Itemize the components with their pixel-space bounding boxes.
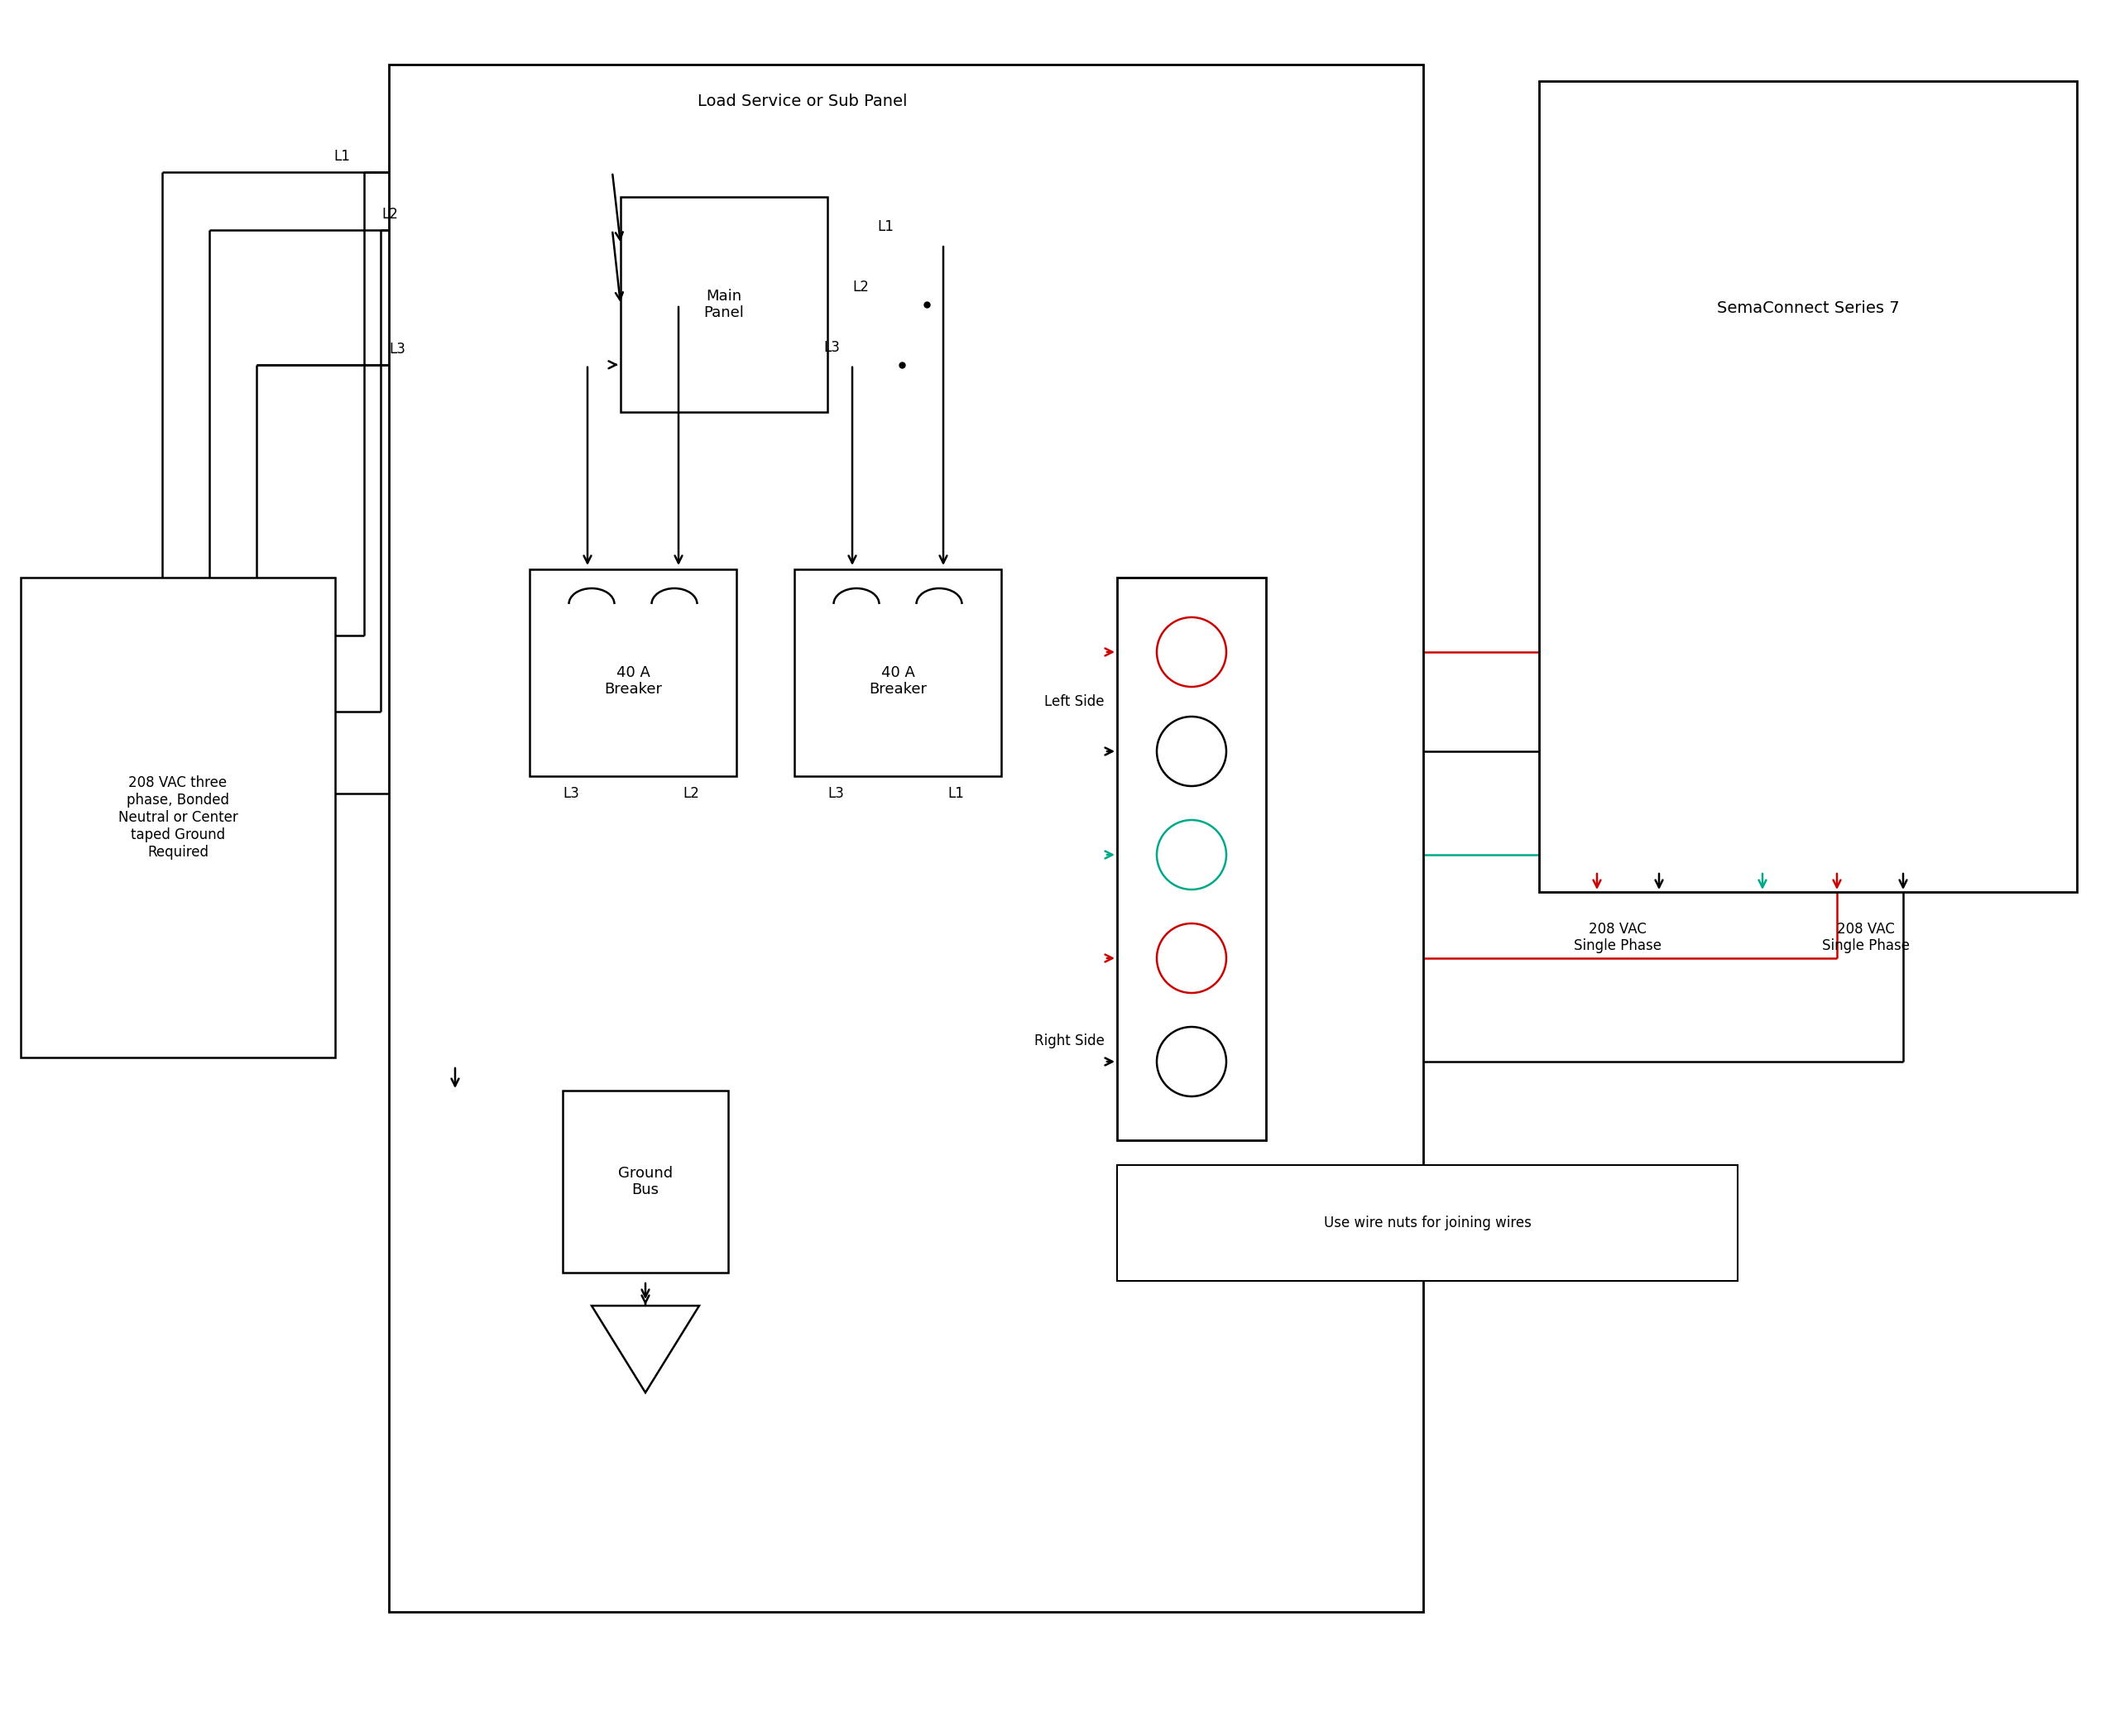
Text: L1: L1	[333, 149, 350, 163]
Text: L3: L3	[823, 340, 840, 354]
Bar	[620, 196, 827, 411]
Text: L2: L2	[382, 207, 399, 222]
Text: 40 A
Breaker: 40 A Breaker	[869, 665, 926, 698]
Text: L3: L3	[827, 786, 844, 800]
Circle shape	[1156, 618, 1226, 687]
Text: L1: L1	[878, 219, 895, 234]
Circle shape	[1156, 924, 1226, 993]
Circle shape	[1156, 717, 1226, 786]
Text: 208 VAC
Single Phase: 208 VAC Single Phase	[1574, 922, 1661, 953]
Text: Right Side: Right Side	[1034, 1033, 1106, 1049]
Text: Use wire nuts for joining wires: Use wire nuts for joining wires	[1323, 1215, 1532, 1231]
Text: Ground
Bus: Ground Bus	[618, 1165, 673, 1198]
Text: 208 VAC three
phase, Bonded
Neutral or Center
taped Ground
Required: 208 VAC three phase, Bonded Neutral or C…	[118, 776, 238, 859]
Circle shape	[1156, 819, 1226, 889]
Text: 208 VAC
Single Phase: 208 VAC Single Phase	[1823, 922, 1910, 953]
Bar	[1538, 82, 2076, 892]
Text: SemaConnect Series 7: SemaConnect Series 7	[1718, 300, 1899, 316]
Text: L3: L3	[388, 342, 405, 356]
Text: L2: L2	[852, 279, 869, 295]
Bar	[388, 64, 1424, 1613]
Text: Main
Panel: Main Panel	[705, 288, 745, 321]
Text: L3: L3	[563, 786, 580, 800]
Text: L2: L2	[684, 786, 698, 800]
Bar	[793, 569, 1002, 776]
Text: Left Side: Left Side	[1044, 694, 1106, 708]
Text: L1: L1	[947, 786, 964, 800]
Text: Load Service or Sub Panel: Load Service or Sub Panel	[698, 94, 907, 109]
Bar	[563, 1090, 728, 1272]
Bar	[530, 569, 736, 776]
Bar	[21, 578, 335, 1057]
Bar	[1116, 578, 1266, 1141]
Circle shape	[1156, 1028, 1226, 1097]
Text: 40 A
Breaker: 40 A Breaker	[603, 665, 663, 698]
Bar	[1116, 1165, 1739, 1281]
